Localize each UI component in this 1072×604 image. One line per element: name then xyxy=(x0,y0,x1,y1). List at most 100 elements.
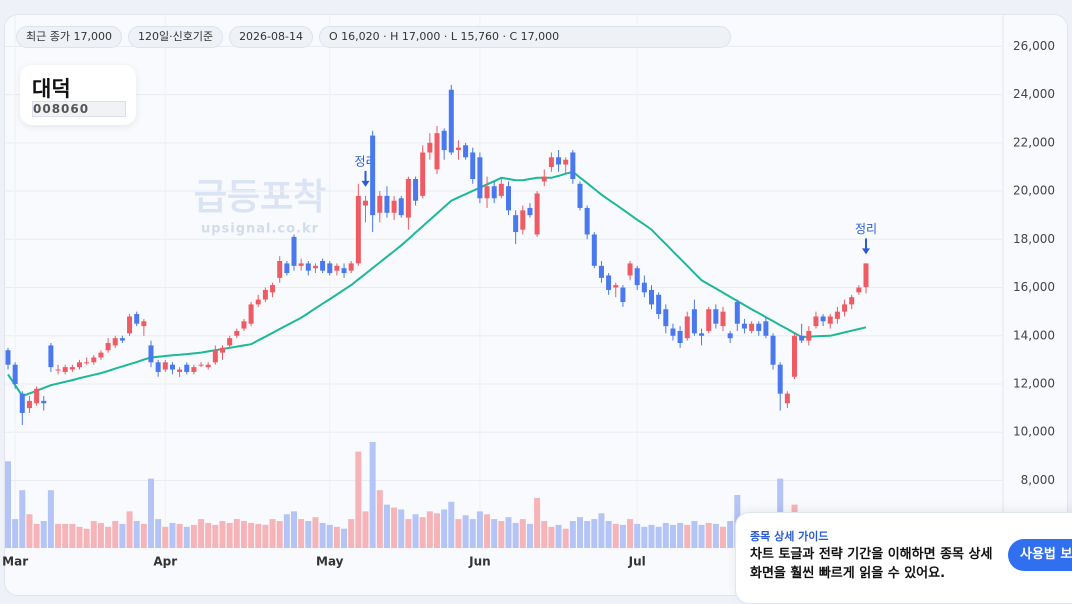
volume-bar xyxy=(612,523,619,548)
volume-bar xyxy=(341,528,348,548)
candle-body xyxy=(691,309,697,334)
candle-body xyxy=(284,263,290,274)
volume-bar xyxy=(462,515,469,548)
candle-body xyxy=(19,393,25,413)
y-tick-label: 20,000 xyxy=(1013,184,1055,198)
page: 급등포착 upsignal.co.kr 8,000 10,000 12,000 14,00… xyxy=(2,14,1072,604)
volume-bar xyxy=(634,523,641,548)
candle-body xyxy=(491,186,497,199)
candle-body xyxy=(212,350,218,363)
volume-bar xyxy=(26,514,33,548)
volume-bar xyxy=(97,522,104,548)
volume-bar xyxy=(226,522,233,548)
candle-body xyxy=(741,323,747,329)
candle-body xyxy=(627,263,633,276)
candle-body xyxy=(320,261,326,271)
candle-body xyxy=(506,186,511,211)
candle-body xyxy=(312,265,318,269)
guide-button[interactable]: 사용법 보기 xyxy=(1008,539,1072,571)
y-tick-label: 10,000 xyxy=(1013,425,1055,439)
volume-bar xyxy=(426,511,433,548)
volume-bar xyxy=(148,478,154,548)
candle-body xyxy=(141,321,147,327)
volume-bar xyxy=(419,517,426,548)
volume-bar xyxy=(305,521,312,548)
candle-body xyxy=(405,179,411,218)
candle-body xyxy=(370,135,376,216)
volume-bar xyxy=(434,513,440,548)
signal-arrowhead xyxy=(862,248,870,255)
candle-body xyxy=(69,367,75,370)
volume-bar xyxy=(126,511,133,548)
candle-body xyxy=(784,393,790,404)
x-tick-label: Mar xyxy=(2,555,28,569)
candle-body xyxy=(842,304,848,312)
candle-body xyxy=(613,285,619,288)
candle-body xyxy=(184,364,190,372)
candle-body xyxy=(656,294,662,315)
chart: 급등포착 upsignal.co.kr 8,000 10,000 12,000 14,00… xyxy=(2,15,1055,579)
candle-body xyxy=(441,130,447,151)
candle-body xyxy=(813,316,819,327)
volume-bar xyxy=(176,523,183,548)
volume-bar xyxy=(362,511,369,548)
volume-bar xyxy=(591,519,598,548)
candle-body xyxy=(84,362,90,364)
candle-body xyxy=(634,268,640,286)
stock-code: 008060 xyxy=(32,101,126,117)
volume-bar xyxy=(212,524,219,548)
candle-body xyxy=(827,316,833,324)
candle-body xyxy=(455,147,461,151)
signal-arrowhead xyxy=(361,180,370,187)
candle-body xyxy=(670,328,676,336)
volume-bar xyxy=(262,524,269,548)
volume-bar xyxy=(69,523,76,548)
volume-bar xyxy=(169,522,176,548)
y-tick-label: 14,000 xyxy=(1013,328,1055,342)
candle-body xyxy=(570,152,576,179)
volume-bar xyxy=(348,519,355,548)
candle-body xyxy=(248,304,254,324)
guide-text: 차트 토글과 전략 기간을 이해하면 종목 상세 화면을 훨씬 빠르게 읽을 수… xyxy=(750,547,993,581)
candle-body xyxy=(413,179,419,201)
volume-bar xyxy=(240,521,247,548)
candle-body xyxy=(434,133,440,170)
volume-bar xyxy=(655,526,662,548)
candle-body xyxy=(391,200,397,213)
candle-body xyxy=(513,215,519,233)
candle-body xyxy=(799,335,805,341)
candle-body xyxy=(684,316,690,339)
candle-body xyxy=(227,338,233,346)
x-tick-label: Jul xyxy=(628,555,646,569)
candle-body xyxy=(384,195,390,213)
candle-body xyxy=(355,195,361,264)
candle-body xyxy=(191,367,197,372)
volume-bar xyxy=(5,461,11,548)
candle-body xyxy=(463,145,469,158)
candle-body xyxy=(849,297,855,305)
candle-body xyxy=(477,157,483,199)
candle-body xyxy=(591,234,597,266)
candle-body xyxy=(563,159,569,165)
candle-body xyxy=(749,323,755,331)
candle-body xyxy=(26,400,32,409)
volume-bar xyxy=(298,519,305,548)
candle-body xyxy=(498,183,504,196)
volume-bar xyxy=(727,521,734,548)
volume-bar xyxy=(691,521,698,548)
volume-bar xyxy=(219,521,226,548)
volume-bar xyxy=(291,511,297,548)
candle-body xyxy=(756,323,762,331)
candle-body xyxy=(291,236,297,266)
stock-card: 대덕 008060 xyxy=(20,65,136,125)
volume-bar xyxy=(83,528,90,548)
candle-body xyxy=(155,362,161,372)
candle-body xyxy=(127,316,133,334)
chip: 120일·신호기준 xyxy=(127,26,224,48)
volume-bar xyxy=(112,521,119,548)
volume-bar xyxy=(405,519,412,548)
volume-bar xyxy=(255,523,262,548)
guide-popup: 종목 상세 가이드 차트 토글과 전략 기간을 이해하면 종목 상세 화면을 훨… xyxy=(735,512,1072,604)
candle-body xyxy=(606,275,612,290)
candle-body xyxy=(699,333,705,336)
